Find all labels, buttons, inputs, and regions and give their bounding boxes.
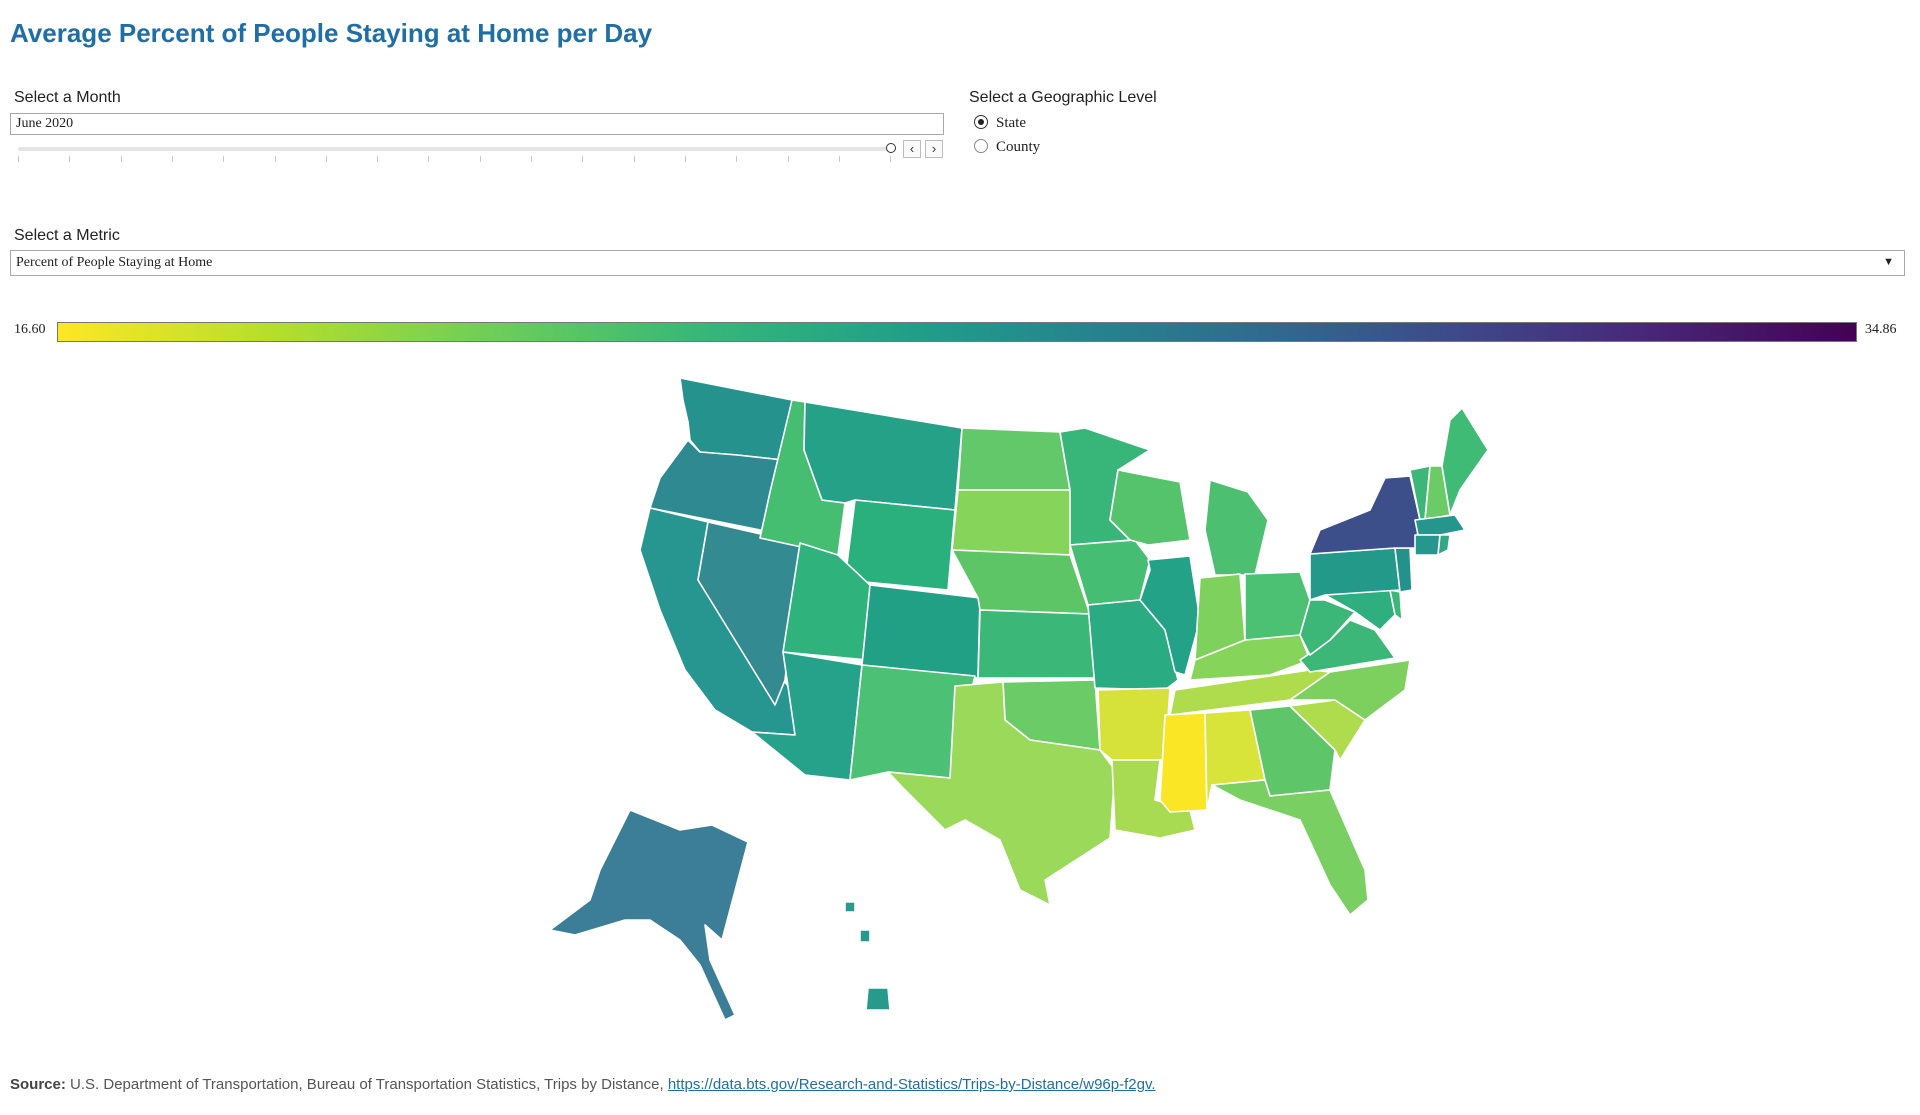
state-south-dakota[interactable] xyxy=(951,489,1071,556)
month-label: Select a Month xyxy=(14,89,121,106)
state-colorado[interactable] xyxy=(861,584,981,679)
metric-select[interactable]: Percent of People Staying at Home ▼ xyxy=(10,250,1905,276)
next-month-button[interactable]: › xyxy=(925,140,943,158)
slider-tick xyxy=(479,156,481,162)
state-texas[interactable] xyxy=(887,681,1116,906)
state-montana[interactable] xyxy=(803,401,963,511)
page-title: Average Percent of People Staying at Hom… xyxy=(10,18,653,48)
source-text: U.S. Department of Transportation, Burea… xyxy=(70,1076,664,1093)
chevron-right-icon: › xyxy=(931,141,937,156)
legend-max-value: 34.86 xyxy=(1865,322,1897,337)
slider-tick xyxy=(890,156,892,162)
slider-tick xyxy=(223,156,225,162)
slider-tick xyxy=(171,156,173,162)
geo-level-label: Select a Geographic Level xyxy=(969,89,1157,106)
state-wisconsin[interactable] xyxy=(1109,469,1191,546)
geo-option-county[interactable]: County xyxy=(974,139,1040,156)
slider-tick xyxy=(787,156,789,162)
source-label: Source: xyxy=(10,1076,66,1093)
chevron-left-icon: ‹ xyxy=(909,141,915,156)
slider-tick xyxy=(377,156,379,162)
state-kansas[interactable] xyxy=(977,609,1096,679)
slider-tick xyxy=(274,156,276,162)
state-illinois[interactable] xyxy=(1139,555,1201,676)
state-arkansas[interactable] xyxy=(1097,687,1171,761)
slider-tick xyxy=(684,156,686,162)
slider-tick xyxy=(325,156,327,162)
us-choropleth-map[interactable] xyxy=(0,370,1920,1020)
source-note: Source: U.S. Department of Transportatio… xyxy=(10,1076,1156,1093)
color-scale-legend xyxy=(57,322,1857,342)
metric-label: Select a Metric xyxy=(14,227,120,244)
slider-tick xyxy=(838,156,840,162)
state-north-carolina[interactable] xyxy=(1289,659,1411,721)
slider-tick xyxy=(428,156,430,162)
slider-tick xyxy=(120,156,122,162)
month-input[interactable]: June 2020 xyxy=(10,113,944,135)
state-hawaii[interactable] xyxy=(865,987,891,1011)
state-south-carolina[interactable] xyxy=(1289,699,1366,761)
month-slider-thumb[interactable] xyxy=(886,143,896,153)
slider-tick xyxy=(69,156,71,162)
state-maine[interactable] xyxy=(1441,407,1489,516)
state-alaska[interactable] xyxy=(549,809,749,1020)
metric-select-value: Percent of People Staying at Home xyxy=(16,255,213,270)
radio-checked-icon[interactable] xyxy=(974,115,988,129)
slider-tick xyxy=(531,156,532,162)
state-delaware[interactable] xyxy=(1389,589,1403,621)
state-new-york[interactable] xyxy=(1309,475,1421,555)
legend-min-value: 16.60 xyxy=(14,322,46,337)
geo-option-state-label: State xyxy=(996,115,1026,131)
month-slider-track[interactable] xyxy=(18,147,890,151)
prev-month-button[interactable]: ‹ xyxy=(903,140,921,158)
slider-tick xyxy=(582,156,584,162)
radio-unchecked-icon[interactable] xyxy=(974,139,988,153)
state-rhode-island[interactable] xyxy=(1437,534,1451,556)
state-iowa[interactable] xyxy=(1069,539,1151,606)
state-louisiana[interactable] xyxy=(1111,759,1196,839)
state-michigan[interactable] xyxy=(1204,479,1269,576)
geo-option-county-label: County xyxy=(996,139,1041,155)
slider-tick xyxy=(18,156,19,162)
geo-option-state[interactable]: State xyxy=(974,115,1026,132)
state-wyoming[interactable] xyxy=(844,499,956,591)
state-hawaii-islands[interactable] xyxy=(844,901,871,943)
slider-tick xyxy=(633,156,635,162)
state-florida[interactable] xyxy=(1211,779,1369,916)
state-massachusetts[interactable] xyxy=(1414,514,1466,536)
chevron-down-icon: ▼ xyxy=(1883,256,1894,268)
source-link[interactable]: https://data.bts.gov/Research-and-Statis… xyxy=(667,1076,1156,1093)
state-mississippi[interactable] xyxy=(1159,712,1208,813)
slider-tick xyxy=(736,156,738,162)
state-north-dakota[interactable] xyxy=(957,427,1071,491)
state-connecticut[interactable] xyxy=(1414,534,1441,556)
